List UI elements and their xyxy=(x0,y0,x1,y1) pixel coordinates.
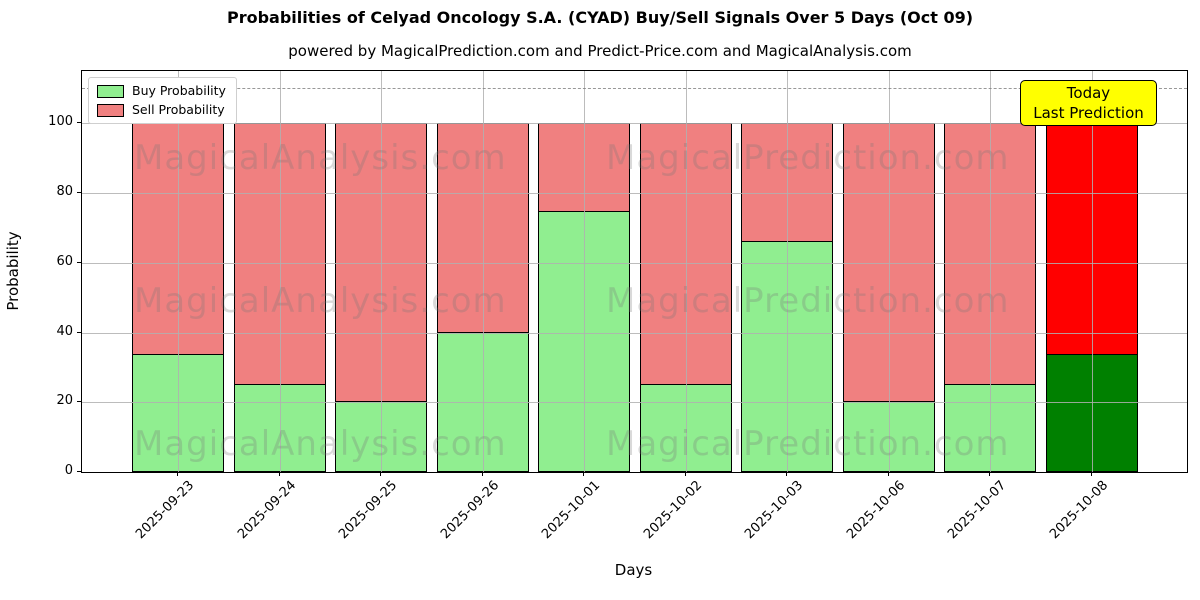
x-tick-label-2025-10-06: 2025-10-06 xyxy=(844,478,909,543)
x-tick-2025-10-06 xyxy=(887,472,889,476)
y-tick-0 xyxy=(77,471,81,472)
x-tick-2025-09-23 xyxy=(177,472,178,476)
chart-subtitle: powered by MagicalPrediction.com and Pre… xyxy=(288,42,912,60)
x-tick-2025-10-03 xyxy=(786,472,787,476)
v-gridline-2025-10-07 xyxy=(990,71,991,472)
legend-label-sell: Sell Probability xyxy=(132,102,225,117)
y-tick-label-20: 20 xyxy=(56,393,73,409)
chart-title: Probabilities of Celyad Oncology S.A. (C… xyxy=(226,8,974,27)
y-tick-label-60: 60 xyxy=(56,253,73,269)
y-tick-label-40: 40 xyxy=(56,323,73,339)
buy-swatch-icon xyxy=(97,84,124,98)
y-tick-100 xyxy=(77,122,81,124)
x-tick-label-2025-10-07: 2025-10-07 xyxy=(945,478,1010,543)
h-gridline-40 xyxy=(82,332,1187,334)
x-tick-2025-09-24 xyxy=(278,472,280,476)
x-axis-label: Days xyxy=(614,561,653,579)
legend-item-buy: Buy Probability xyxy=(97,84,226,98)
v-gridline-2025-10-08 xyxy=(1091,71,1093,472)
legend-label-buy: Buy Probability xyxy=(132,83,226,98)
threshold-line xyxy=(82,88,1187,90)
y-tick-label-100: 100 xyxy=(48,114,73,130)
legend-item-sell: Sell Probability xyxy=(97,103,226,117)
watermark-left-row1: MagicalAnalysis.com xyxy=(134,138,507,178)
v-gridline-2025-09-25 xyxy=(381,71,382,472)
y-tick-label-0: 0 xyxy=(64,463,73,478)
legend: Buy Probability Sell Probability xyxy=(88,77,237,124)
x-tick-2025-09-26 xyxy=(481,472,483,476)
x-tick-label-2025-10-08: 2025-10-08 xyxy=(1047,478,1112,543)
today-annotation: Today Last Prediction xyxy=(1020,80,1157,126)
sell-swatch-icon xyxy=(97,103,124,117)
watermark-left-row2: MagicalAnalysis.com xyxy=(134,281,507,321)
y-tick-label-80: 80 xyxy=(56,184,73,200)
plot-area: MagicalAnalysis.com MagicalPrediction.com… xyxy=(81,70,1188,473)
x-tick-label-2025-09-24: 2025-09-24 xyxy=(235,478,300,543)
x-tick-2025-10-02 xyxy=(684,472,686,476)
x-tick-label-2025-10-03: 2025-10-03 xyxy=(742,478,807,543)
x-tick-2025-10-07 xyxy=(989,472,990,476)
y-tick-20 xyxy=(77,401,81,403)
h-gridline-100 xyxy=(82,123,1187,125)
v-gridline-2025-09-24 xyxy=(279,71,281,472)
v-gridline-2025-09-26 xyxy=(482,71,484,472)
watermark-right-row2: MagicalPrediction.com xyxy=(606,281,1010,321)
x-tick-label-2025-09-23: 2025-09-23 xyxy=(133,478,198,543)
watermark-right-row3: MagicalPrediction.com xyxy=(606,424,1010,464)
x-tick-2025-09-25 xyxy=(380,472,381,476)
h-gridline-60 xyxy=(82,262,1187,264)
x-tick-label-2025-09-25: 2025-09-25 xyxy=(336,478,401,543)
today-annotation-line1: Today xyxy=(1066,84,1111,102)
y-tick-40 xyxy=(77,331,81,333)
h-gridline-80 xyxy=(82,193,1187,195)
h-gridline-20 xyxy=(82,402,1187,404)
y-tick-80 xyxy=(77,192,81,194)
x-tick-label-2025-10-01: 2025-10-01 xyxy=(539,478,604,543)
v-gridline-2025-10-03 xyxy=(787,71,788,472)
x-tick-2025-10-01 xyxy=(583,472,584,476)
watermark-left-row3: MagicalAnalysis.com xyxy=(134,424,507,464)
y-tick-60 xyxy=(77,261,81,263)
y-axis-label: Probability xyxy=(4,231,22,311)
x-tick-label-2025-10-02: 2025-10-02 xyxy=(641,478,706,543)
x-tick-label-2025-09-26: 2025-09-26 xyxy=(438,478,503,543)
v-gridline-2025-09-23 xyxy=(178,71,179,472)
x-tick-2025-10-08 xyxy=(1090,472,1092,476)
watermark-right-row1: MagicalPrediction.com xyxy=(606,138,1010,178)
today-annotation-line2: Last Prediction xyxy=(1033,104,1144,122)
v-gridline-2025-10-06 xyxy=(888,71,890,472)
v-gridline-2025-10-02 xyxy=(685,71,687,472)
v-gridline-2025-10-01 xyxy=(584,71,585,472)
